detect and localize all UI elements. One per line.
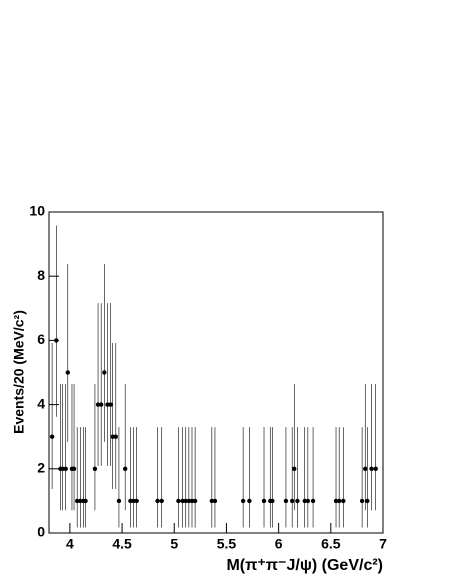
data-point bbox=[373, 466, 378, 471]
data-point bbox=[113, 434, 119, 439]
data-point bbox=[155, 498, 160, 504]
data-point bbox=[60, 466, 65, 471]
data-point bbox=[63, 466, 68, 471]
data-point bbox=[74, 498, 80, 504]
data-point bbox=[302, 498, 307, 504]
data-point bbox=[292, 466, 297, 471]
x-axis-label: M(π⁺π⁻J/ψ) (GeV/c²) bbox=[226, 557, 383, 574]
data-point bbox=[369, 466, 374, 471]
data-point bbox=[363, 466, 368, 471]
x-tick-label: 7 bbox=[379, 536, 387, 552]
x-tick-label: 4.5 bbox=[112, 536, 132, 552]
data-point bbox=[71, 466, 77, 471]
data-point bbox=[333, 498, 339, 504]
data-point bbox=[98, 402, 104, 407]
x-tick-label: 6 bbox=[275, 536, 283, 552]
data-point bbox=[65, 370, 70, 375]
data-point bbox=[336, 498, 342, 504]
y-tick-label: 2 bbox=[37, 460, 45, 476]
data-point bbox=[189, 498, 195, 504]
data-point bbox=[108, 402, 113, 407]
data-point bbox=[159, 498, 164, 504]
y-tick-label: 4 bbox=[37, 395, 45, 411]
data-point bbox=[365, 498, 370, 504]
data-point bbox=[180, 498, 185, 504]
data-point bbox=[183, 498, 188, 504]
data-point bbox=[212, 498, 218, 504]
x-tick-label: 4 bbox=[66, 536, 74, 552]
data-point bbox=[261, 498, 267, 504]
data-point bbox=[102, 370, 107, 375]
data-point bbox=[110, 434, 115, 439]
data-point bbox=[305, 498, 311, 504]
plot-frame bbox=[48, 211, 384, 534]
data-point bbox=[49, 434, 55, 439]
data-point bbox=[240, 498, 246, 504]
data-point bbox=[78, 498, 83, 504]
data-point bbox=[310, 498, 316, 504]
data-point bbox=[289, 498, 295, 504]
data-point bbox=[247, 498, 252, 504]
data-point bbox=[341, 498, 346, 504]
y-tick-label: 6 bbox=[37, 331, 45, 347]
data-point bbox=[128, 498, 133, 504]
y-tick-label: 10 bbox=[29, 203, 45, 219]
data-point bbox=[95, 402, 101, 407]
data-point bbox=[283, 498, 289, 504]
data-point bbox=[270, 498, 275, 504]
data-point bbox=[134, 498, 139, 504]
data-point bbox=[359, 498, 365, 504]
y-tick-label: 8 bbox=[37, 267, 45, 283]
data-point bbox=[176, 498, 181, 504]
data-point bbox=[295, 498, 300, 504]
data-point bbox=[116, 498, 122, 504]
y-tick-label: 0 bbox=[37, 524, 45, 540]
data-point bbox=[131, 498, 136, 504]
data-point bbox=[92, 466, 98, 471]
data-point bbox=[83, 498, 88, 504]
x-tick-label: 6.5 bbox=[321, 536, 341, 552]
data-point bbox=[186, 498, 192, 504]
x-tick-label: 5 bbox=[170, 536, 178, 552]
x-tick-label: 5.5 bbox=[217, 536, 237, 552]
data-point bbox=[105, 402, 110, 407]
data-point bbox=[209, 498, 215, 504]
data-point bbox=[122, 466, 128, 471]
y-axis-label: Events/20 (MeV/c²) bbox=[11, 310, 27, 434]
data-point bbox=[192, 498, 198, 504]
data-point bbox=[54, 338, 59, 343]
